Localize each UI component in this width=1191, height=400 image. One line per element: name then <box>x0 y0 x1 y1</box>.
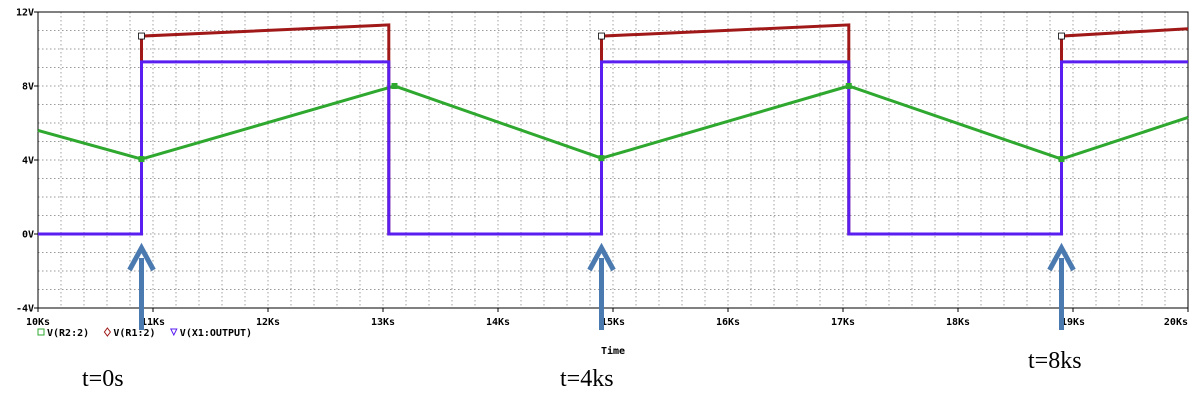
legend-label: V(R2:2) <box>47 328 89 339</box>
x-axis-label: Time <box>601 345 625 357</box>
annotation-arrow-head <box>127 242 156 272</box>
legend: V(R2:2) V(R1:2) V(X1:OUTPUT) <box>37 327 252 339</box>
grid <box>38 12 1188 308</box>
annotation-label: t=4ks <box>560 366 614 392</box>
legend-symbol-triangle <box>169 328 178 337</box>
x-axis-ticks: 10Ks 11Ks 12Ks 13Ks 14Ks 15Ks 16Ks 17Ks 18Ks 19Ks… <box>26 308 1189 328</box>
series-markers <box>138 32 1065 163</box>
marker-square <box>1058 32 1065 40</box>
marker-square <box>845 83 852 89</box>
marker-square <box>138 32 145 40</box>
marker-square <box>391 83 398 89</box>
x-tick-label: 20Ks <box>1164 317 1188 328</box>
marker-square <box>1058 156 1065 163</box>
marker-square <box>138 156 145 163</box>
legend-symbol-diamond <box>103 327 112 337</box>
y-tick-label: 4V <box>22 156 34 167</box>
legend-symbol-square <box>37 328 45 336</box>
y-axis-ticks: -4V 0V 4V 8V 12V <box>16 8 38 315</box>
legend-label: V(X1:OUTPUT) <box>180 328 252 339</box>
marker-square <box>598 32 605 40</box>
marker-square <box>598 155 605 162</box>
y-tick-label: 12V <box>16 8 34 19</box>
annotation-arrow-head <box>587 242 616 272</box>
annotation-arrows <box>127 242 1076 330</box>
x-tick-label: 13Ks <box>371 317 395 328</box>
x-tick-label: 18Ks <box>946 317 970 328</box>
annotation-label: t=0s <box>82 366 124 392</box>
x-tick-label: 16Ks <box>716 317 740 328</box>
x-tick-label: 10Ks <box>26 317 50 328</box>
x-tick-label: 11Ks <box>141 317 165 328</box>
x-tick-label: 15Ks <box>601 317 625 328</box>
y-tick-label: -4V <box>16 304 34 315</box>
x-tick-label: 17Ks <box>831 317 855 328</box>
annotation-arrow-head <box>1047 242 1076 272</box>
y-tick-label: 0V <box>22 230 34 241</box>
legend-label: V(R1:2) <box>113 328 155 339</box>
series-line-v-x1-output <box>38 60 1188 236</box>
x-tick-label: 19Ks <box>1061 317 1085 328</box>
annotation-label: t=8ks <box>1028 348 1082 374</box>
y-tick-label: 8V <box>22 82 34 93</box>
x-tick-label: 14Ks <box>486 317 510 328</box>
x-tick-label: 12Ks <box>256 317 280 328</box>
